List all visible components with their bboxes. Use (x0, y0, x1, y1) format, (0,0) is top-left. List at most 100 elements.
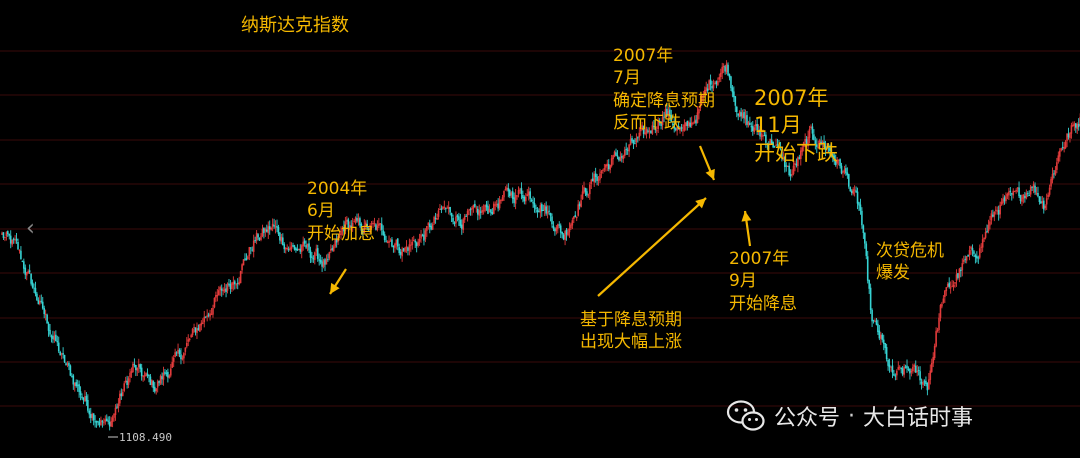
candle-body (781, 149, 783, 159)
candle-body (386, 241, 389, 243)
candle-body (187, 339, 190, 342)
chevron-left-icon[interactable]: ‹ (26, 216, 35, 241)
candle-body (426, 226, 428, 231)
candle-body (753, 127, 756, 133)
candle-body (300, 245, 303, 252)
candle-body (456, 215, 459, 218)
candle-body (749, 122, 751, 125)
candle-body (880, 334, 882, 339)
candle-body (807, 136, 809, 147)
candle-body (590, 179, 593, 184)
candle-body (238, 281, 240, 285)
candle-body (692, 123, 694, 125)
candle-body (1, 233, 3, 235)
candle-body (520, 188, 523, 195)
candle-body (436, 217, 438, 220)
candle-body (865, 243, 868, 256)
candle-body (407, 247, 409, 251)
candle-body (797, 157, 799, 166)
candle-body (522, 194, 524, 199)
candle-body (9, 235, 12, 244)
wechat-icon (726, 400, 765, 431)
candle-body (862, 225, 865, 234)
candle-body (955, 274, 958, 281)
candle-body (1057, 155, 1060, 162)
candle-body (366, 223, 369, 228)
candle-body (1018, 187, 1020, 197)
candle-body (89, 414, 92, 418)
candle-body (222, 290, 224, 292)
candle-body (491, 211, 494, 214)
candle-body (926, 382, 929, 391)
candle-body (990, 213, 993, 221)
candle-body (686, 121, 689, 127)
candle-body (175, 352, 178, 354)
candle-body (290, 246, 293, 249)
candle-body (559, 225, 562, 233)
candle-body (957, 273, 959, 278)
candle-body (557, 224, 559, 229)
arrow-rate-hike-2004-head (330, 282, 340, 294)
candle-body (529, 191, 531, 199)
candle-body (155, 388, 158, 392)
candle-body (206, 315, 208, 317)
candle-body (53, 335, 56, 340)
candle-body (506, 187, 508, 190)
candle-body (798, 157, 801, 159)
candle-body (805, 139, 808, 146)
candle-body (850, 190, 853, 193)
candle-body (11, 239, 13, 245)
candle-body (541, 204, 543, 212)
candle-body (200, 322, 203, 326)
candle-body (135, 364, 137, 371)
candle-body (615, 152, 617, 156)
candle-body (679, 128, 681, 131)
candle-body (440, 208, 443, 210)
candle-body (169, 368, 172, 376)
candle-body (933, 346, 936, 358)
candle-body (391, 239, 393, 247)
candle-body (418, 239, 421, 242)
candle-body (316, 248, 319, 259)
candle-body (104, 419, 107, 422)
candle-body (334, 240, 336, 247)
candle-body (813, 134, 815, 140)
candle-body (119, 393, 121, 404)
candle-body (417, 241, 419, 246)
candle-body (442, 207, 444, 209)
candle-body (172, 357, 175, 362)
candle-body (925, 380, 927, 385)
candle-body (987, 225, 990, 232)
candle-body (289, 247, 291, 250)
candle-body (100, 419, 102, 426)
candle-body (27, 271, 29, 274)
candle-body (177, 349, 179, 353)
candle-body (996, 210, 999, 212)
candle-body (552, 225, 555, 229)
candle-body (421, 235, 424, 237)
candle-body (622, 155, 625, 160)
candle-body (724, 66, 726, 72)
candle-body (453, 222, 456, 224)
candle-body (928, 379, 930, 390)
annotation-decline-2007-11: 2007年 11月 开始下跌 (754, 86, 838, 165)
candle-body (490, 209, 492, 213)
candle-body (215, 295, 217, 298)
candle-body (712, 85, 715, 89)
candle-body (634, 143, 636, 145)
candle-body (149, 376, 152, 386)
candle-body (986, 230, 988, 233)
candle-body (284, 247, 287, 250)
candle-body (270, 227, 272, 230)
candle-body (907, 368, 910, 370)
candle-body (733, 91, 735, 98)
candle-body (2, 232, 5, 238)
annotation-expect-cut-2007-07: 2007年 7月 确定降息预期 反而下跌 (613, 46, 715, 134)
candle-body (340, 230, 342, 236)
candle-body (267, 226, 270, 234)
candle-body (562, 234, 565, 240)
candle-body (778, 145, 780, 148)
candle-body (319, 259, 322, 263)
candle-body (17, 241, 19, 250)
candle-body (1003, 197, 1006, 202)
